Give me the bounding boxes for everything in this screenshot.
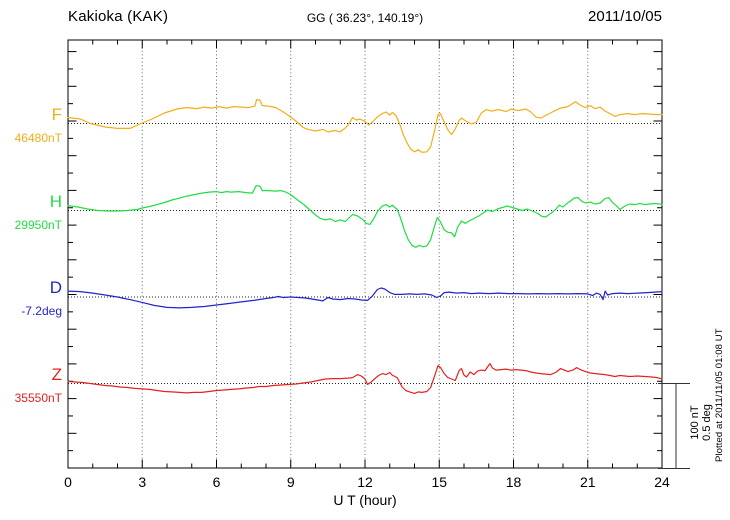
x-tick-label: 3 — [138, 474, 146, 490]
x-tick-label: 9 — [287, 474, 295, 490]
trace-value-D: -7.2deg — [21, 304, 62, 318]
trace-letter-H: H — [49, 192, 62, 211]
trace-value-D-wrap: -7.2deg — [0, 303, 62, 319]
plot-timestamp-note: Plotted at 2011/11/05 01:08 UT — [714, 328, 725, 462]
trace-value-H: 29950nT — [14, 218, 62, 232]
x-tick-label: 24 — [654, 474, 670, 490]
scale-bar-label-nt: 100 nT — [689, 405, 701, 440]
trace-value-Z-wrap: 35550nT — [0, 390, 62, 406]
x-tick-label: 6 — [213, 474, 221, 490]
scale-bar-label-deg: 0.5 deg — [701, 404, 713, 441]
trace-label-D: D — [0, 279, 62, 297]
trace-letter-Z: Z — [51, 365, 62, 384]
trace-F — [67, 98, 663, 153]
trace-value-F: 46480nT — [14, 131, 62, 145]
trace-Z — [67, 363, 663, 394]
trace-letter-D: D — [49, 278, 62, 297]
x-tick-label: 21 — [580, 474, 596, 490]
x-tick-label: 12 — [357, 474, 373, 490]
trace-label-F: F — [0, 106, 62, 124]
trace-D — [67, 287, 663, 309]
scale-bar-labels: 100 nT 0.5 deg — [689, 381, 713, 464]
station-name: Kakioka (KAK) — [68, 8, 169, 25]
trace-letter-F: F — [51, 105, 62, 124]
x-tick-label: 15 — [431, 474, 447, 490]
plot-date: 2011/10/05 — [588, 8, 662, 25]
trace-value-F-wrap: 46480nT — [0, 130, 62, 146]
trace-value-Z: 35550nT — [14, 391, 62, 405]
x-tick-label: 0 — [64, 474, 72, 490]
x-tick-label: 18 — [506, 474, 522, 490]
trace-H — [67, 185, 663, 248]
observatory-coordinates: GG ( 36.23°, 140.19°) — [306, 11, 424, 25]
trace-label-H: H — [0, 193, 62, 211]
x-axis-title: U T (hour) — [333, 492, 397, 508]
trace-label-Z: Z — [0, 366, 62, 384]
trace-value-H-wrap: 29950nT — [0, 217, 62, 233]
